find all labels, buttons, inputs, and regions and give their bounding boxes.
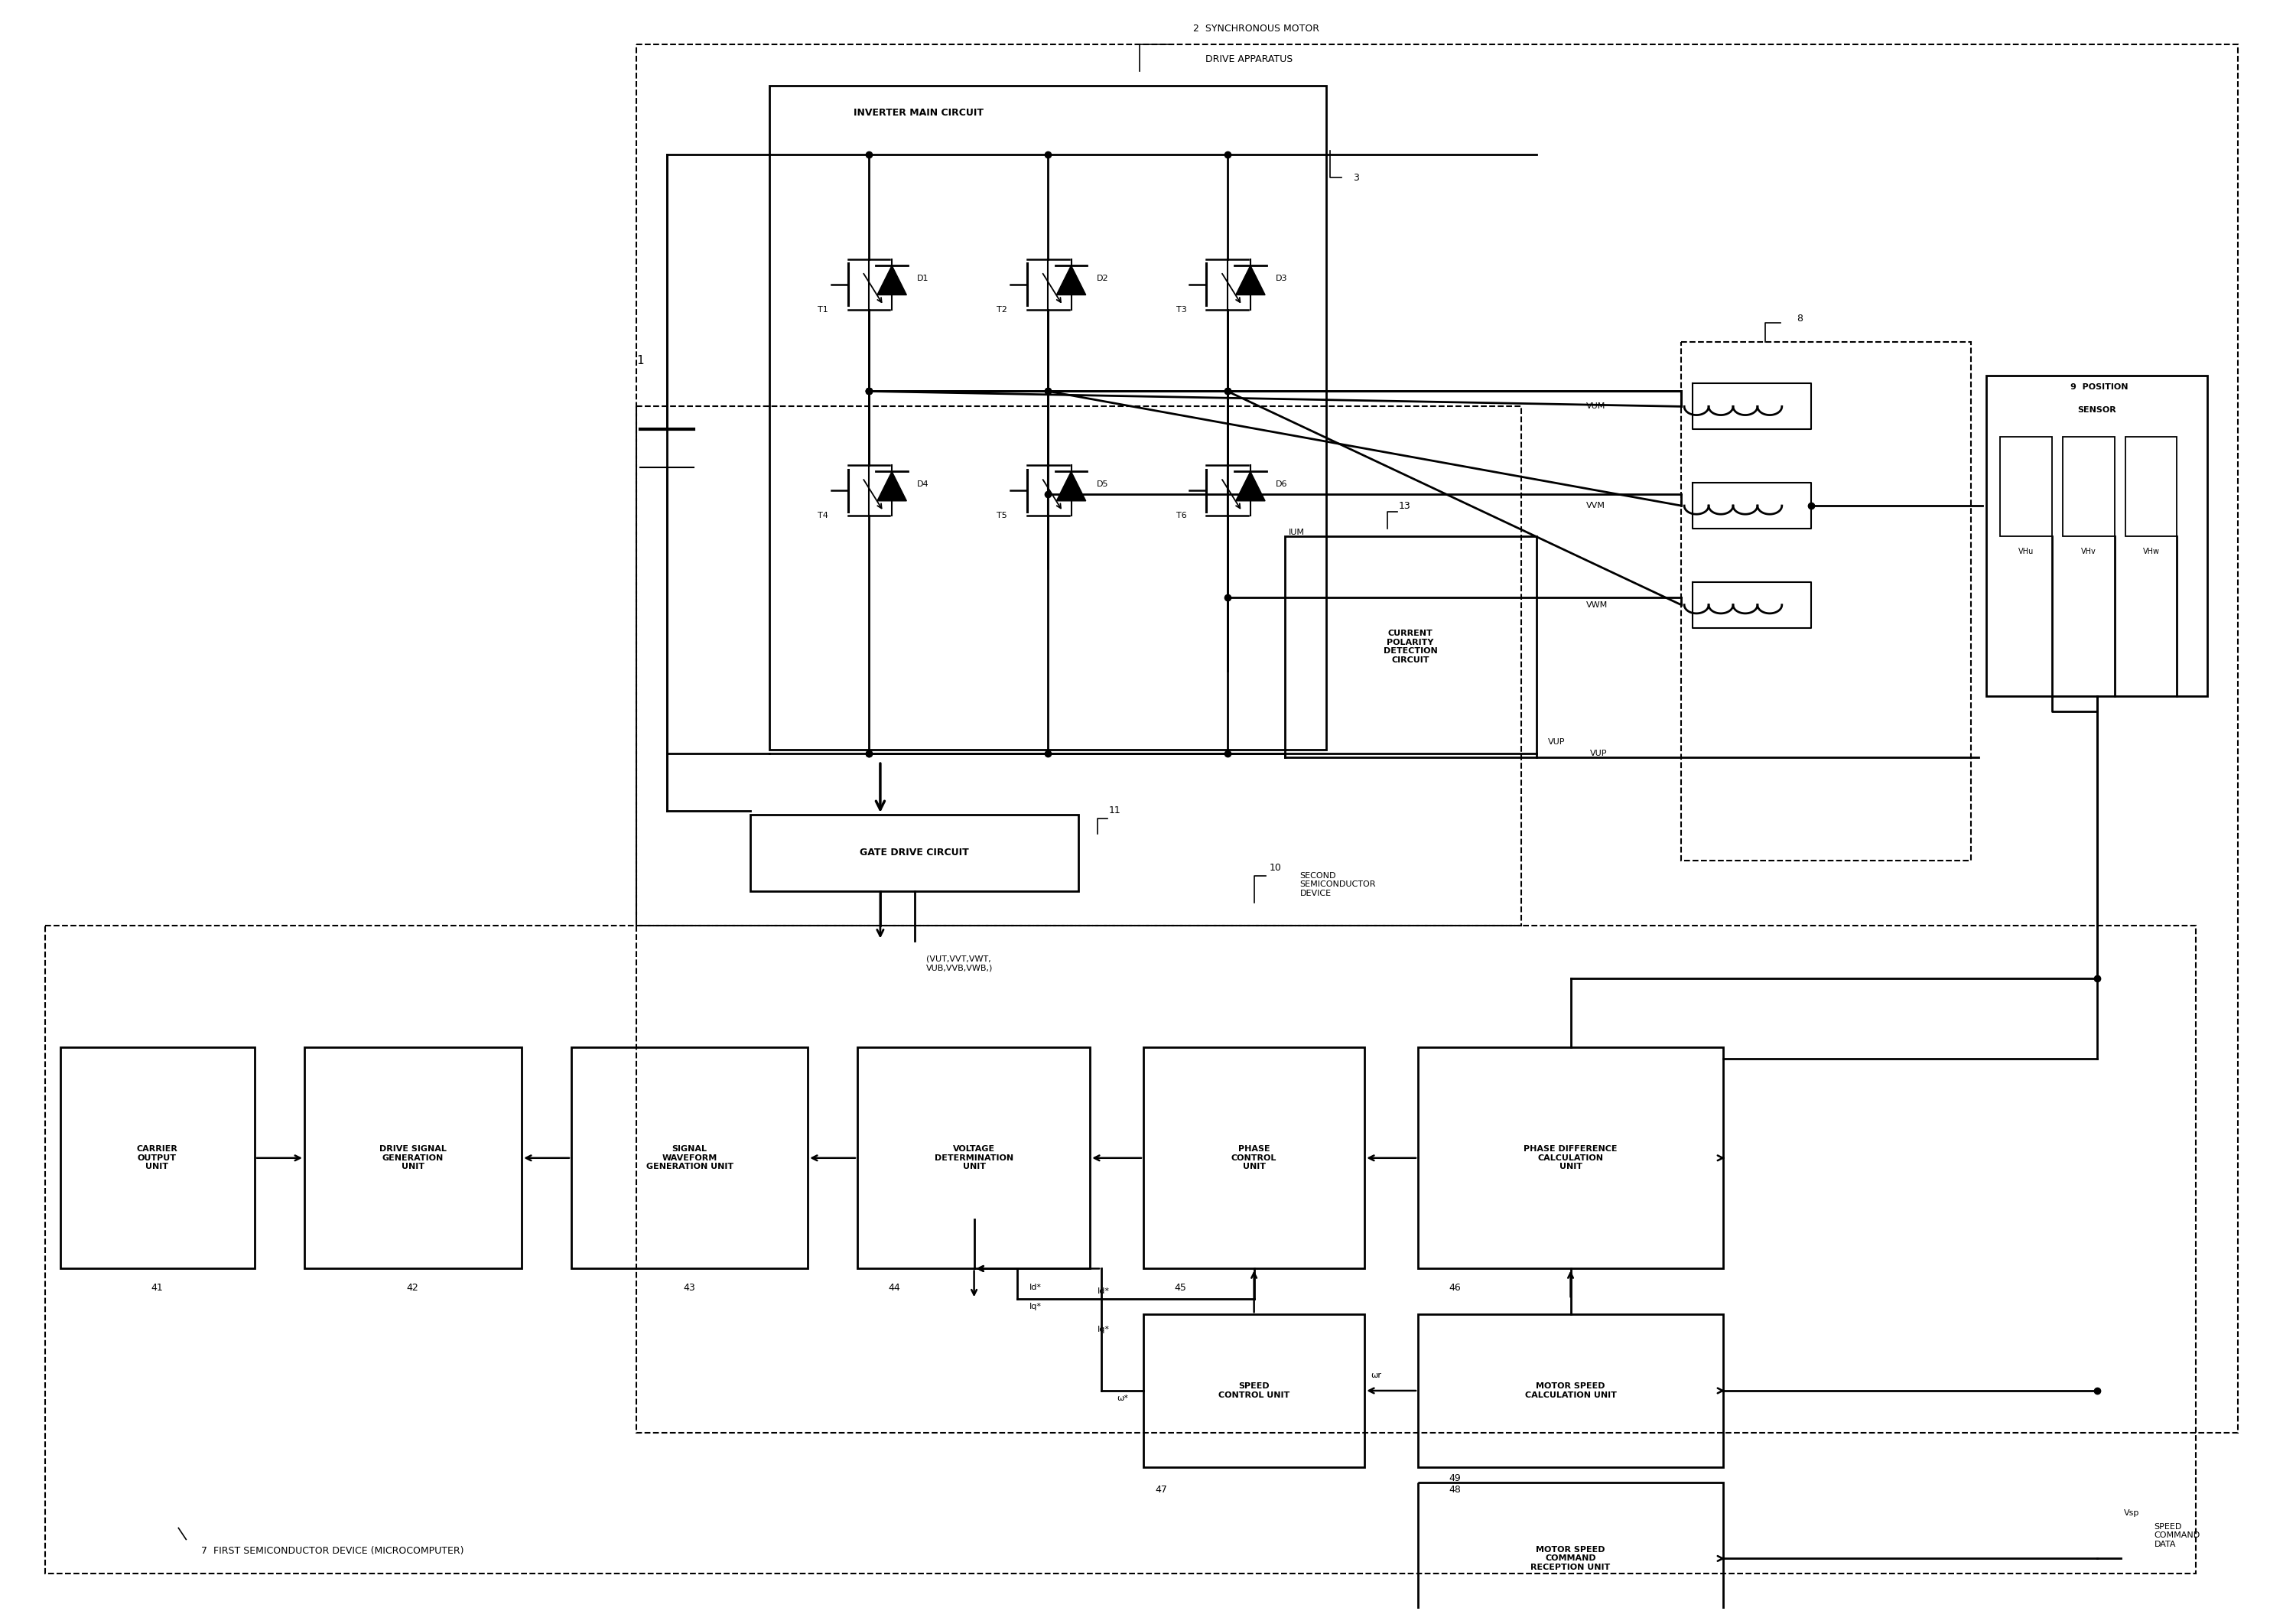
- Text: 46: 46: [1449, 1282, 1460, 1292]
- Text: 42: 42: [406, 1282, 418, 1292]
- Bar: [1283, 536, 1536, 757]
- Text: Iq*: Iq*: [1029, 1303, 1042, 1311]
- Bar: [1681, 342, 1970, 860]
- Text: Vsp: Vsp: [2124, 1510, 2140, 1516]
- Bar: [636, 43, 2239, 1432]
- Text: VOLTAGE
DETERMINATION
UNIT: VOLTAGE DETERMINATION UNIT: [934, 1145, 1013, 1171]
- Text: 48: 48: [1449, 1485, 1460, 1495]
- Bar: [1419, 1315, 1724, 1468]
- Polygon shape: [877, 472, 907, 501]
- Text: T5: T5: [996, 512, 1008, 519]
- Polygon shape: [877, 266, 907, 295]
- Text: PHASE
CONTROL
UNIT: PHASE CONTROL UNIT: [1231, 1145, 1277, 1171]
- Bar: [2000, 437, 2053, 536]
- Text: 8: 8: [1795, 314, 1802, 324]
- Text: SENSOR: SENSOR: [2078, 406, 2117, 414]
- Bar: [2062, 437, 2115, 536]
- Text: 10: 10: [1270, 863, 1281, 873]
- Text: T6: T6: [1176, 512, 1187, 519]
- Text: T2: T2: [996, 306, 1008, 314]
- Text: 2  SYNCHRONOUS MOTOR: 2 SYNCHRONOUS MOTOR: [1194, 24, 1320, 34]
- Text: MOTOR SPEED
CALCULATION UNIT: MOTOR SPEED CALCULATION UNIT: [1525, 1382, 1616, 1398]
- Bar: [751, 815, 1079, 891]
- Text: D4: D4: [916, 480, 930, 488]
- Text: 41: 41: [152, 1282, 163, 1292]
- Bar: [2126, 437, 2177, 536]
- Bar: [1419, 1482, 1724, 1611]
- Polygon shape: [1235, 472, 1265, 501]
- Text: CARRIER
OUTPUT
UNIT: CARRIER OUTPUT UNIT: [135, 1145, 177, 1171]
- Text: IUM: IUM: [1288, 528, 1304, 536]
- Text: 43: 43: [684, 1282, 696, 1292]
- Text: MOTOR SPEED
COMMAND
RECEPTION UNIT: MOTOR SPEED COMMAND RECEPTION UNIT: [1531, 1547, 1609, 1571]
- Text: VHw: VHw: [2142, 548, 2161, 556]
- Polygon shape: [1235, 266, 1265, 295]
- Text: VUP: VUP: [1548, 738, 1566, 746]
- Bar: [1143, 1315, 1364, 1468]
- Text: ωr: ωr: [1371, 1371, 1382, 1379]
- Text: D1: D1: [916, 274, 930, 282]
- Bar: [46, 925, 2195, 1574]
- Text: 11: 11: [1109, 806, 1120, 815]
- Text: 7  FIRST SEMICONDUCTOR DEVICE (MICROCOMPUTER): 7 FIRST SEMICONDUCTOR DEVICE (MICROCOMPU…: [202, 1547, 464, 1556]
- Text: VWM: VWM: [1587, 601, 1607, 609]
- Text: VUM: VUM: [1587, 403, 1605, 411]
- Bar: [572, 1047, 808, 1268]
- Bar: [60, 1047, 255, 1268]
- Text: 13: 13: [1398, 501, 1412, 511]
- Text: D6: D6: [1277, 480, 1288, 488]
- Text: GATE DRIVE CIRCUIT: GATE DRIVE CIRCUIT: [861, 847, 969, 857]
- Text: VVM: VVM: [1587, 503, 1605, 509]
- Bar: [305, 1047, 521, 1268]
- Text: CURRENT
POLARITY
DETECTION
CIRCUIT: CURRENT POLARITY DETECTION CIRCUIT: [1384, 630, 1437, 664]
- Text: Id*: Id*: [1097, 1287, 1109, 1295]
- Polygon shape: [1056, 266, 1086, 295]
- Text: 49: 49: [1449, 1474, 1460, 1484]
- Bar: [1143, 1047, 1364, 1268]
- Text: Iq*: Iq*: [1097, 1326, 1109, 1334]
- Text: 47: 47: [1155, 1485, 1166, 1495]
- Text: 45: 45: [1173, 1282, 1187, 1292]
- Text: 1: 1: [636, 354, 643, 366]
- Text: (VUT,VVT,VWT,
VUB,VVB,VWB,): (VUT,VVT,VWT, VUB,VVB,VWB,): [925, 955, 992, 971]
- Polygon shape: [1056, 472, 1086, 501]
- Text: D3: D3: [1277, 274, 1288, 282]
- Bar: [769, 85, 1327, 749]
- Text: VHu: VHu: [2018, 548, 2034, 556]
- Text: D2: D2: [1095, 274, 1109, 282]
- Text: DRIVE SIGNAL
GENERATION
UNIT: DRIVE SIGNAL GENERATION UNIT: [379, 1145, 445, 1171]
- Text: T4: T4: [817, 512, 829, 519]
- Text: VHv: VHv: [2080, 548, 2096, 556]
- Bar: [636, 406, 1520, 925]
- Text: VUP: VUP: [1589, 749, 1607, 757]
- Text: T3: T3: [1176, 306, 1187, 314]
- Bar: [1986, 375, 2206, 696]
- Text: 3: 3: [1352, 172, 1359, 182]
- Text: 44: 44: [889, 1282, 900, 1292]
- Text: 9  POSITION: 9 POSITION: [2071, 383, 2128, 391]
- Text: SPEED
COMMAND
DATA: SPEED COMMAND DATA: [2154, 1522, 2200, 1548]
- Bar: [1419, 1047, 1724, 1268]
- Bar: [856, 1047, 1091, 1268]
- Text: Id*: Id*: [1029, 1284, 1042, 1292]
- Text: SECOND
SEMICONDUCTOR
DEVICE: SECOND SEMICONDUCTOR DEVICE: [1300, 872, 1375, 897]
- Text: ω*: ω*: [1116, 1395, 1127, 1402]
- Text: T1: T1: [817, 306, 829, 314]
- Text: SIGNAL
WAVEFORM
GENERATION UNIT: SIGNAL WAVEFORM GENERATION UNIT: [645, 1145, 732, 1171]
- Text: D5: D5: [1095, 480, 1109, 488]
- Text: PHASE DIFFERENCE
CALCULATION
UNIT: PHASE DIFFERENCE CALCULATION UNIT: [1525, 1145, 1616, 1171]
- Text: DRIVE APPARATUS: DRIVE APPARATUS: [1194, 55, 1293, 64]
- Text: INVERTER MAIN CIRCUIT: INVERTER MAIN CIRCUIT: [854, 108, 983, 118]
- Text: SPEED
CONTROL UNIT: SPEED CONTROL UNIT: [1219, 1382, 1290, 1398]
